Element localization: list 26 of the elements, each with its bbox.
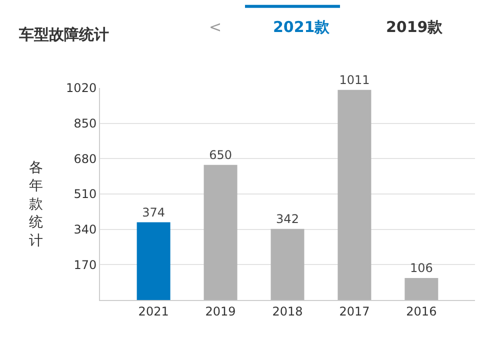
y-tick-label: 1020: [66, 81, 97, 96]
bar: [204, 164, 238, 300]
text: <: [209, 18, 222, 36]
data-label: 374: [142, 205, 166, 220]
y-tick-label: 170: [74, 258, 97, 272]
text: 2019款: [386, 18, 444, 36]
bar: [270, 228, 304, 300]
x-tick-label: 2019: [205, 304, 236, 318]
y-axis-title: 各年款统计: [29, 160, 43, 249]
data-label: 1011: [339, 72, 370, 87]
data-label: 342: [276, 212, 299, 226]
y-tick-label: 680: [74, 152, 97, 166]
bar: [404, 278, 438, 300]
bar: [136, 222, 170, 300]
x-tick-label: 2016: [406, 304, 437, 318]
x-tick-label: 2018: [272, 304, 303, 318]
x-tick-label: 2017: [339, 304, 370, 318]
data-label: 650: [209, 148, 232, 162]
chart-title: 车型故障统计: [18, 25, 110, 44]
bar: [338, 90, 372, 300]
data-label: 106: [410, 260, 433, 275]
x-tick-label: 2021: [138, 304, 169, 318]
y-tick-label: 510: [74, 187, 97, 202]
y-tick-label: 340: [74, 222, 97, 237]
y-tick-label: 850: [74, 116, 97, 131]
text: 2021款: [273, 18, 331, 36]
